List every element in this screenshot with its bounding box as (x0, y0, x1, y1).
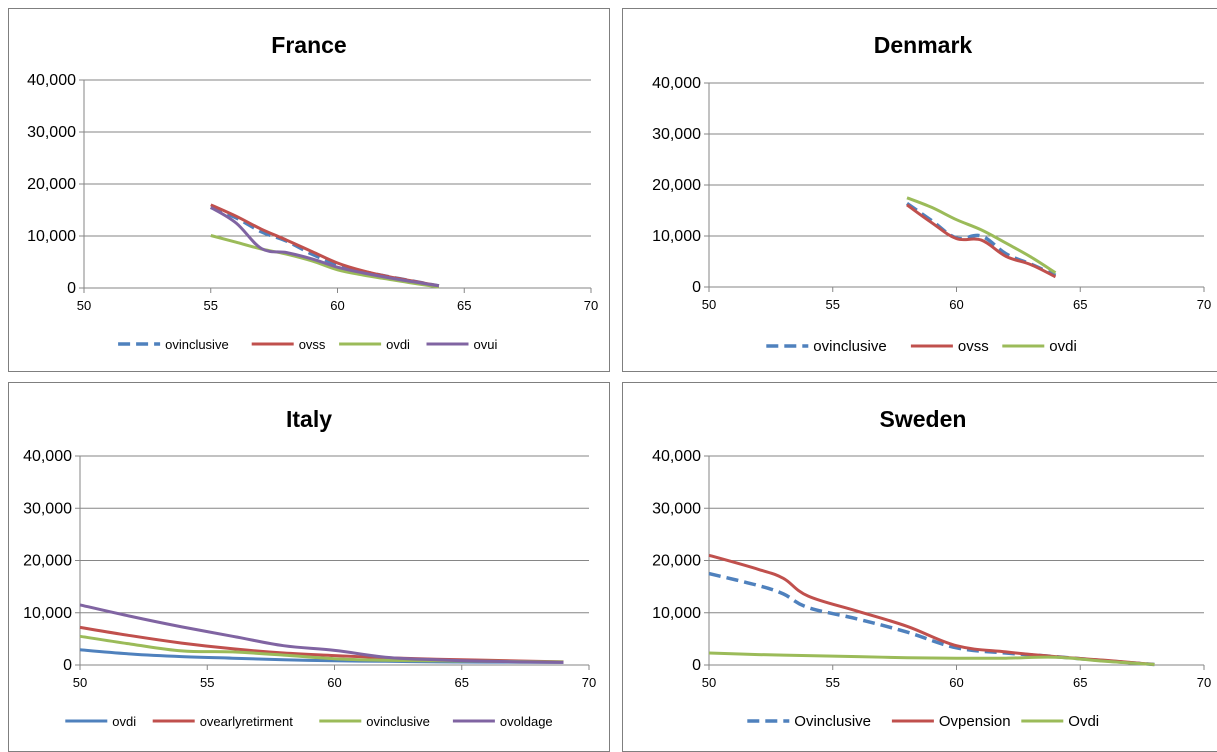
legend-label-ovinclusive: ovinclusive (165, 337, 229, 352)
chart-sweden-svg: Sweden 0 10,000 20,000 30,000 40,000 50 55 60 65 7… (652, 406, 1211, 730)
chart-panel-denmark: Denmark 0 10,000 20,000 30,000 40,000 50 55 60 65… (622, 8, 1217, 372)
legend-label-ovoldage: ovoldage (500, 714, 553, 729)
chart-title-france: France (271, 32, 346, 58)
chart-panel-italy: Italy 0 10,000 20,000 30,000 40,000 50 55 60 65 70… (8, 382, 610, 752)
y-tick-label: 40,000 (23, 448, 72, 465)
legend-label-ovinclusive: ovinclusive (366, 714, 430, 729)
x-tick-label: 50 (702, 297, 716, 312)
legend-item-ovdi: Ovdi (1021, 713, 1099, 730)
legend-label-ovinclusive: ovinclusive (813, 338, 886, 355)
y-tick-label: 40,000 (652, 448, 701, 465)
y-tick-label: 10,000 (23, 605, 72, 622)
legend-item-ovinclusive: ovinclusive (766, 338, 887, 355)
chart-title-italy: Italy (286, 406, 332, 432)
x-tick-label: 70 (1197, 675, 1211, 690)
x-tick-label: 55 (200, 675, 214, 690)
x-tick-label: 55 (204, 298, 218, 313)
x-tick-label: 60 (949, 675, 963, 690)
x-tick-label: 65 (455, 675, 469, 690)
legend-label-ovdi: ovdi (112, 714, 136, 729)
x-tick-label: 50 (73, 675, 87, 690)
y-tick-label: 20,000 (23, 553, 72, 570)
chart-title-denmark: Denmark (874, 32, 973, 58)
legend-label-ovss: ovss (299, 337, 326, 352)
series-line-ovui (210, 206, 440, 288)
legend-label-ovdi: ovdi (386, 337, 410, 352)
y-tick-label: 20,000 (652, 177, 701, 194)
y-tick-label: 20,000 (27, 176, 76, 193)
series-line-ovdi (210, 234, 440, 289)
chart-title-sweden: Sweden (880, 406, 967, 432)
y-tick-label: 10,000 (652, 228, 701, 245)
legend-item-ovinclusive: Ovinclusive (747, 713, 871, 730)
legend-item-ovss: ovss (910, 338, 989, 355)
x-tick-label: 60 (330, 298, 344, 313)
y-tick-label: 0 (63, 657, 72, 674)
y-tick-label: 20,000 (652, 553, 701, 570)
x-tick-label: 65 (457, 298, 471, 313)
chart-denmark-svg: Denmark 0 10,000 20,000 30,000 40,000 50 55 60 65… (652, 32, 1211, 355)
y-tick-label: 10,000 (27, 228, 76, 245)
series-line-ovpension (708, 553, 1155, 666)
x-tick-label: 55 (826, 675, 840, 690)
y-tick-label: 0 (692, 279, 701, 296)
legend-item-ovpension: Ovpension (891, 713, 1011, 730)
x-tick-label: 55 (826, 297, 840, 312)
legend-label-ovpension: Ovpension (939, 713, 1011, 730)
y-tick-label: 30,000 (652, 126, 701, 143)
x-tick-label: 65 (1073, 675, 1087, 690)
series-line-ovss (906, 203, 1057, 279)
y-tick-label: 30,000 (27, 124, 76, 141)
chart-panel-france: France 0 10,000 20,000 30,000 40,000 50 55 60 65 7… (8, 8, 610, 372)
legend-label-ovdi: Ovdi (1068, 713, 1099, 730)
y-tick-label: 30,000 (23, 500, 72, 517)
series-line-ovdi (906, 196, 1057, 274)
x-tick-label: 70 (582, 675, 596, 690)
legend-item-ovearlyretirment: ovearlyretirment (152, 714, 294, 729)
x-tick-label: 50 (702, 675, 716, 690)
chart-panel-sweden: Sweden 0 10,000 20,000 30,000 40,000 50 55 60 65 7… (622, 382, 1217, 752)
legend-item-ovdi: ovdi (1002, 338, 1077, 355)
legend-label-ovinclusive: Ovinclusive (794, 713, 871, 730)
legend-item-ovinclusive: ovinclusive (118, 337, 229, 352)
x-tick-label: 70 (1197, 297, 1211, 312)
chart-italy-svg: Italy 0 10,000 20,000 30,000 40,000 50 55 60 65 70… (23, 406, 596, 729)
chart-france-svg: France 0 10,000 20,000 30,000 40,000 50 55 60 65 7… (27, 32, 598, 352)
legend-item-ovinclusive: ovinclusive (319, 714, 430, 729)
legend-item-ovdi: ovdi (339, 337, 410, 352)
x-tick-label: 50 (77, 298, 91, 313)
legend-label-ovearlyretirment: ovearlyretirment (200, 714, 294, 729)
x-tick-label: 65 (1073, 297, 1087, 312)
y-tick-label: 0 (67, 280, 76, 297)
legend-label-ovdi: ovdi (1049, 338, 1077, 355)
series-line-ovinclusive (708, 571, 1155, 667)
legend-item-ovui: ovui (426, 337, 498, 352)
legend-label-ovss: ovss (958, 338, 989, 355)
y-tick-label: 0 (692, 657, 701, 674)
x-tick-label: 60 (949, 297, 963, 312)
x-tick-label: 70 (584, 298, 598, 313)
y-tick-label: 10,000 (652, 605, 701, 622)
legend-label-ovui: ovui (474, 337, 498, 352)
x-tick-label: 60 (327, 675, 341, 690)
legend-item-ovdi: ovdi (65, 714, 136, 729)
legend-item-ovoldage: ovoldage (452, 714, 553, 729)
series-line-ovoldage (79, 603, 564, 664)
y-tick-label: 40,000 (27, 72, 76, 89)
series-line-ovdi (708, 651, 1155, 666)
legend-item-ovss: ovss (251, 337, 326, 352)
y-tick-label: 30,000 (652, 500, 701, 517)
y-tick-label: 40,000 (652, 75, 701, 92)
